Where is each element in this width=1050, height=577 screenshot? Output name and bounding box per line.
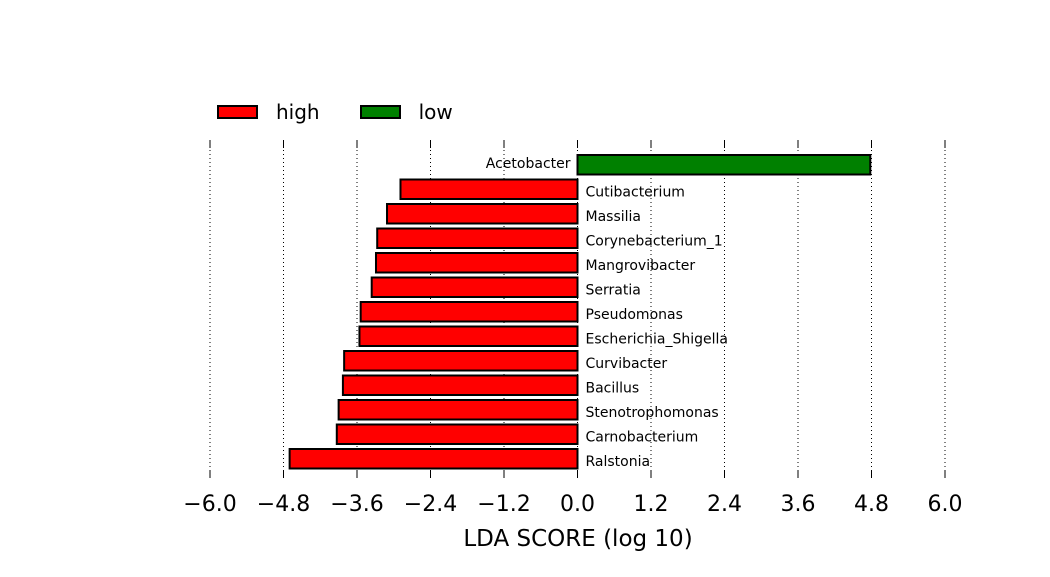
bar xyxy=(386,203,579,225)
bar xyxy=(376,227,579,249)
legend-label-low: low xyxy=(418,100,453,124)
x-axis-title: LDA SCORE (log 10) xyxy=(463,526,692,552)
bar-label: Cutibacterium xyxy=(586,184,685,200)
bar xyxy=(343,350,579,372)
x-tick-label: −3.6 xyxy=(330,492,383,517)
legend: high low xyxy=(217,100,493,124)
legend-swatch-high xyxy=(217,105,258,119)
legend-swatch-low xyxy=(359,105,401,119)
x-tick-label: 6.0 xyxy=(928,492,963,517)
x-axis-ticks: −6.0 −4.8 −3.6 −2.4 −1.2 0.0 1.2 2.4 3.6 4.8 6.0 xyxy=(183,140,963,517)
bar xyxy=(399,178,579,200)
bar xyxy=(358,325,579,347)
bar xyxy=(576,154,872,176)
bar-label: Pseudomonas xyxy=(586,307,683,323)
bars xyxy=(288,154,872,470)
legend-label-high: high xyxy=(276,100,320,124)
bar xyxy=(335,423,579,445)
bar xyxy=(288,448,579,470)
x-tick-label: −2.4 xyxy=(404,492,457,517)
bar-label: Acetobacter xyxy=(486,156,571,172)
bar xyxy=(337,399,579,421)
bar-label: Corynebacterium_1 xyxy=(586,233,723,249)
bar-label: Bacillus xyxy=(586,380,640,396)
x-tick-label: −6.0 xyxy=(183,492,236,517)
x-tick-label: −4.8 xyxy=(257,492,310,517)
x-tick-label: 1.2 xyxy=(634,492,669,517)
bar-label: Carnobacterium xyxy=(586,429,699,445)
bar-label: Stenotrophomonas xyxy=(586,405,719,421)
x-tick-label: 4.8 xyxy=(854,492,889,517)
bar-label: Mangrovibacter xyxy=(586,258,696,274)
bar xyxy=(341,374,579,396)
x-tick-label: 2.4 xyxy=(707,492,742,517)
x-tick-label: 0.0 xyxy=(560,492,595,517)
bar xyxy=(374,252,579,274)
bar xyxy=(359,301,579,323)
bar xyxy=(370,276,579,298)
bar-label: Massilia xyxy=(586,209,642,225)
legend-item-high: high xyxy=(217,100,320,124)
x-tick-label: −1.2 xyxy=(477,492,530,517)
bar-labels: Acetobacter Cutibacterium Massilia Coryneba… xyxy=(486,156,728,470)
bar-label: Serratia xyxy=(586,282,641,298)
x-tick-label: 3.6 xyxy=(781,492,816,517)
bar-label: Curvibacter xyxy=(586,356,668,372)
bar-label: Ralstonia xyxy=(586,454,651,470)
bar-label: Escherichia_Shigella xyxy=(586,331,729,347)
legend-item-low: low xyxy=(359,100,453,124)
